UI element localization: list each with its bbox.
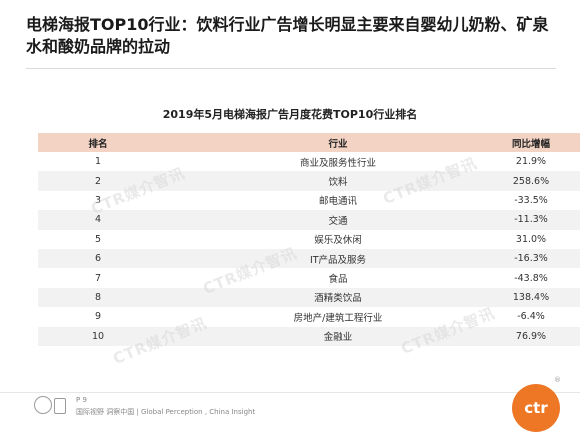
rank-cell: 6 [38,248,158,269]
industry-cell: 饮料 [158,171,458,191]
certification-icon [54,398,66,414]
rank-cell: 2 [38,171,158,191]
industry-cell: IT产品及服务 [158,248,458,269]
table-row: 9 房地产/建筑工程行业 -6.4% [38,307,580,326]
yoy-cell: -11.3% [458,210,580,230]
yoy-cell: 138.4% [458,287,580,308]
rank-cell: 5 [94,233,102,245]
yoy-cell: 258.6% [458,171,580,191]
industry-cell: 交通 [158,210,458,230]
ctr-logo: ctr [512,384,560,432]
header-industry: 行业 [158,133,458,152]
rank-cell: 4 [38,210,158,230]
header-rank: 排名 [38,133,158,152]
slide-title: 电梯海报TOP10行业：饮料行业广告增长明显主要来自婴幼儿奶粉、矿泉水和酸奶品牌… [26,15,549,56]
rank-cell: 9 [94,311,102,323]
page-number: P 9 [76,396,87,404]
table-row: 2 饮料 258.6% [38,171,580,191]
rank-cell: 3 [94,194,102,206]
yoy-cell: -16.3% [458,248,580,269]
title-divider [26,68,556,69]
table-row: 7 食品 -43.8% [38,268,580,287]
table-row: 3 邮电通讯 -33.5% [38,191,580,210]
industry-cell: 娱乐及休闲 [314,235,362,247]
table-row: 10 金融业 76.9% [38,326,580,346]
footer-divider [0,392,580,393]
registered-mark: ® [554,376,561,384]
rank-cell: 10 [38,326,158,346]
table-caption: 2019年5月电梯海报广告月度花费TOP10行业排名 [162,108,418,121]
industry-cell: 酒精类饮品 [158,287,458,308]
industry-cell: 商业及服务性行业 [299,157,376,169]
yoy-cell: -33.5% [514,194,548,206]
footer-tagline: 国际视野 洞察中国 | Global Perception , China In… [76,408,256,416]
rank-cell: 7 [94,272,102,284]
industry-cell: 金融业 [158,326,458,346]
industry-cell: 邮电通讯 [318,196,357,208]
industry-cell: 房地产/建筑工程行业 [293,312,383,324]
rank-cell: 8 [38,287,158,308]
table-row: 6 IT产品及服务 -16.3% [38,248,580,269]
industry-ranking-table: 排名 行业 同比增幅 1 商业及服务性行业 21.9% 2 饮料 258.6% … [38,133,580,346]
header-yoy: 同比增幅 [458,133,580,152]
table-row: 5 娱乐及休闲 31.0% [38,230,580,249]
yoy-cell: -6.4% [517,311,545,323]
industry-cell: 食品 [328,274,348,286]
yoy-cell: 21.9% [515,156,547,168]
yoy-cell: 76.9% [458,326,580,346]
yoy-cell: 31.0% [515,233,547,245]
table-row: 1 商业及服务性行业 21.9% [38,152,580,171]
table-header-row: 排名 行业 同比增幅 [38,133,580,152]
rank-cell: 1 [94,156,102,168]
table-row: 8 酒精类饮品 138.4% [38,287,580,308]
yoy-cell: -43.8% [514,272,548,284]
table-row: 4 交通 -11.3% [38,210,580,230]
certification-icon [34,396,52,414]
